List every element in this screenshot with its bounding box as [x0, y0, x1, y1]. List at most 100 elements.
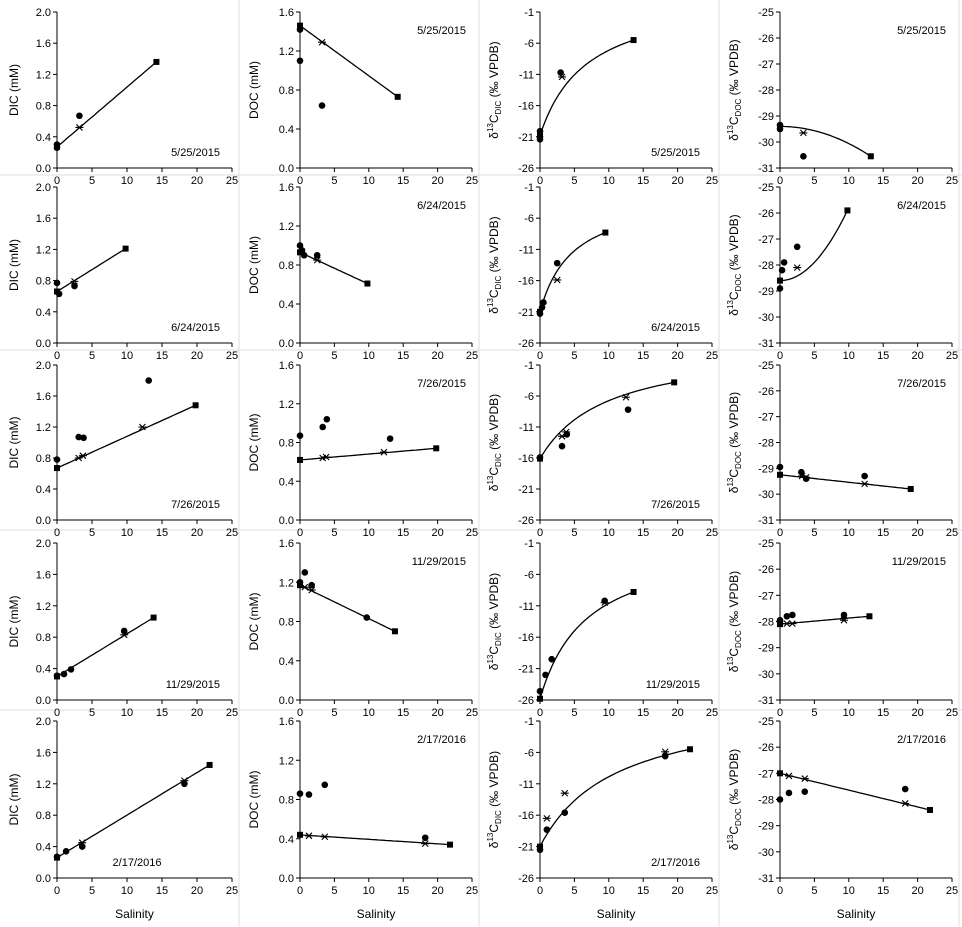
- ylabel-unit: (‰ VPDB): [487, 41, 501, 100]
- mixing-point-marker: [558, 432, 567, 440]
- ylabel-superscript: 13: [726, 300, 735, 309]
- x-tick-label: 0: [777, 707, 783, 719]
- x-tick-label: 25: [226, 175, 238, 187]
- y-tick-label: 0.4: [279, 656, 294, 668]
- y-tick-label: -28: [758, 438, 774, 450]
- ylabel-unit: (‰ VPDB): [487, 573, 501, 632]
- mixing-point-marker: [318, 38, 327, 46]
- mixing-point-marker: [784, 772, 793, 780]
- y-tick-label: -28: [758, 85, 774, 97]
- ylabel-superscript: 13: [486, 654, 495, 663]
- mixing-point-marker: [304, 832, 313, 840]
- mixing-point-marker: [421, 840, 430, 848]
- panel-d13c_doc-11-29-2015: -31 -30 -29 -28 -27 -26 -25 0 5 10 15 20 25 δ13CDOC (…: [726, 538, 958, 719]
- ylabel-subscript: DOC: [734, 273, 743, 291]
- y-tick-label: 0.8: [279, 438, 294, 450]
- x-tick-label: 10: [843, 707, 855, 719]
- y-axis-label: δ13CDOC (‰ VPDB): [726, 392, 743, 493]
- ylabel-subscript: DOC: [734, 451, 743, 469]
- date-label: 11/29/2015: [646, 679, 700, 691]
- y-tick-label: 0.4: [36, 132, 51, 144]
- y-tick-label: 0.4: [279, 299, 294, 311]
- x-tick-label: 5: [571, 707, 577, 719]
- x-tick-label: 0: [297, 350, 303, 362]
- panel-dic-5-25-2015: 0.0 0.4 0.8 1.2 1.6 2.0 0 5 10 15 20 25 DIC (mM) 5/25…: [7, 7, 238, 187]
- mixing-point-marker: [600, 599, 609, 607]
- x-tick-label: 0: [297, 527, 303, 539]
- ylabel-delta: δ: [487, 484, 501, 491]
- y-axis-label: δ13CDOC (‰ VPDB): [726, 39, 743, 140]
- panel-d13c_doc-7-26-2015: -31 -30 -29 -28 -27 -26 -25 0 5 10 15 20 25 δ13CDOC (…: [726, 360, 958, 539]
- ylabel-element: C: [487, 467, 501, 476]
- observed-point: [800, 153, 807, 160]
- x-tick-label: 5: [331, 885, 337, 897]
- mixing-point-marker: [307, 586, 316, 594]
- date-label: 2/17/2016: [651, 857, 700, 869]
- endmember-point: [446, 841, 453, 848]
- mixing-point-marker: [120, 631, 129, 639]
- x-tick-label: 0: [54, 707, 60, 719]
- y-tick-label: -16: [518, 810, 534, 822]
- date-label: 5/25/2015: [171, 147, 220, 159]
- y-tick-label: -26: [758, 742, 774, 754]
- panel-dic-11-29-2015: 0.0 0.4 0.8 1.2 1.6 2.0 0 5 10 15 20 25 DIC (mM) 11/2…: [7, 538, 238, 719]
- y-tick-label: 0.4: [36, 307, 51, 319]
- observed-point: [553, 259, 561, 267]
- observed-point: [323, 415, 331, 423]
- endmember-point: [777, 277, 783, 284]
- observed-point: [296, 26, 304, 33]
- panel-doc-2-17-2016: 0.0 0.4 0.8 1.2 1.6 0 5 10 15 20 25 DOC (mM) Salinit…: [247, 716, 478, 921]
- y-tick-label: -26: [518, 338, 534, 350]
- x-tick-label: 15: [637, 527, 649, 539]
- x-tick-label: 10: [363, 707, 375, 719]
- x-tick-label: 10: [363, 527, 375, 539]
- mixing-point-marker: [788, 620, 797, 627]
- y-tick-label: -25: [758, 360, 774, 372]
- ylabel-subscript: DIC: [494, 100, 503, 114]
- observed-point: [542, 671, 549, 679]
- date-label: 2/17/2016: [417, 734, 466, 746]
- x-tick-label: 10: [603, 885, 615, 897]
- y-axis-label: DIC (mM): [7, 596, 21, 648]
- ylabel-superscript: 13: [726, 477, 735, 486]
- y-tick-label: -27: [758, 234, 774, 246]
- ylabel-unit: (‰ VPDB): [487, 394, 501, 453]
- x-tick-label: 5: [331, 175, 337, 187]
- mixing-point-marker: [800, 775, 809, 782]
- mixing-point-marker: [802, 473, 811, 481]
- x-tick-label: 15: [156, 527, 168, 539]
- y-tick-label: -27: [758, 412, 774, 424]
- x-tick-label: 20: [431, 527, 443, 539]
- ylabel-subscript: DOC: [734, 808, 743, 826]
- y-tick-label: 1.2: [279, 755, 294, 767]
- mixing-point-marker: [542, 814, 551, 822]
- x-tick-label: 15: [637, 885, 649, 897]
- observed-point: [561, 809, 569, 816]
- observed-point: [536, 135, 544, 143]
- endmember-point: [297, 456, 303, 463]
- mixing-point-marker: [661, 748, 670, 756]
- observed-point: [53, 144, 61, 152]
- date-label: 7/26/2015: [417, 378, 466, 390]
- panel-d13c_dic-7-26-2015: -26 -21 -16 -11 -6 -1 0 5 10 15 20 25 δ13CDIC (‰ VPD…: [486, 360, 718, 539]
- x-tick-label: 0: [297, 885, 303, 897]
- y-tick-label: -30: [758, 312, 774, 324]
- y-axis-label: δ13CDIC (‰ VPDB): [486, 41, 503, 138]
- ylabel-unit: (‰ VPDB): [727, 39, 741, 98]
- mixing-point-marker: [562, 428, 571, 436]
- mixing-point-marker: [300, 583, 309, 591]
- observed-point: [53, 456, 61, 463]
- ylabel-element: C: [487, 289, 501, 298]
- endmember-point: [150, 614, 157, 621]
- ylabel-unit: (‰ VPDB): [727, 571, 741, 630]
- x-tick-label: 10: [121, 527, 133, 539]
- observed-point: [80, 434, 87, 442]
- endmember-point: [192, 402, 199, 409]
- y-axis-label: DOC (mM): [247, 593, 261, 651]
- x-tick-label: 15: [156, 707, 168, 719]
- x-tick-label: 20: [431, 885, 443, 897]
- y-tick-label: 1.6: [279, 7, 294, 19]
- y-tick-label: -26: [758, 386, 774, 398]
- panel-doc-6-24-2015: 0.0 0.4 0.8 1.2 1.6 0 5 10 15 20 25 DOC (mM) 6/24/20…: [247, 182, 478, 362]
- mixing-line: [539, 591, 634, 699]
